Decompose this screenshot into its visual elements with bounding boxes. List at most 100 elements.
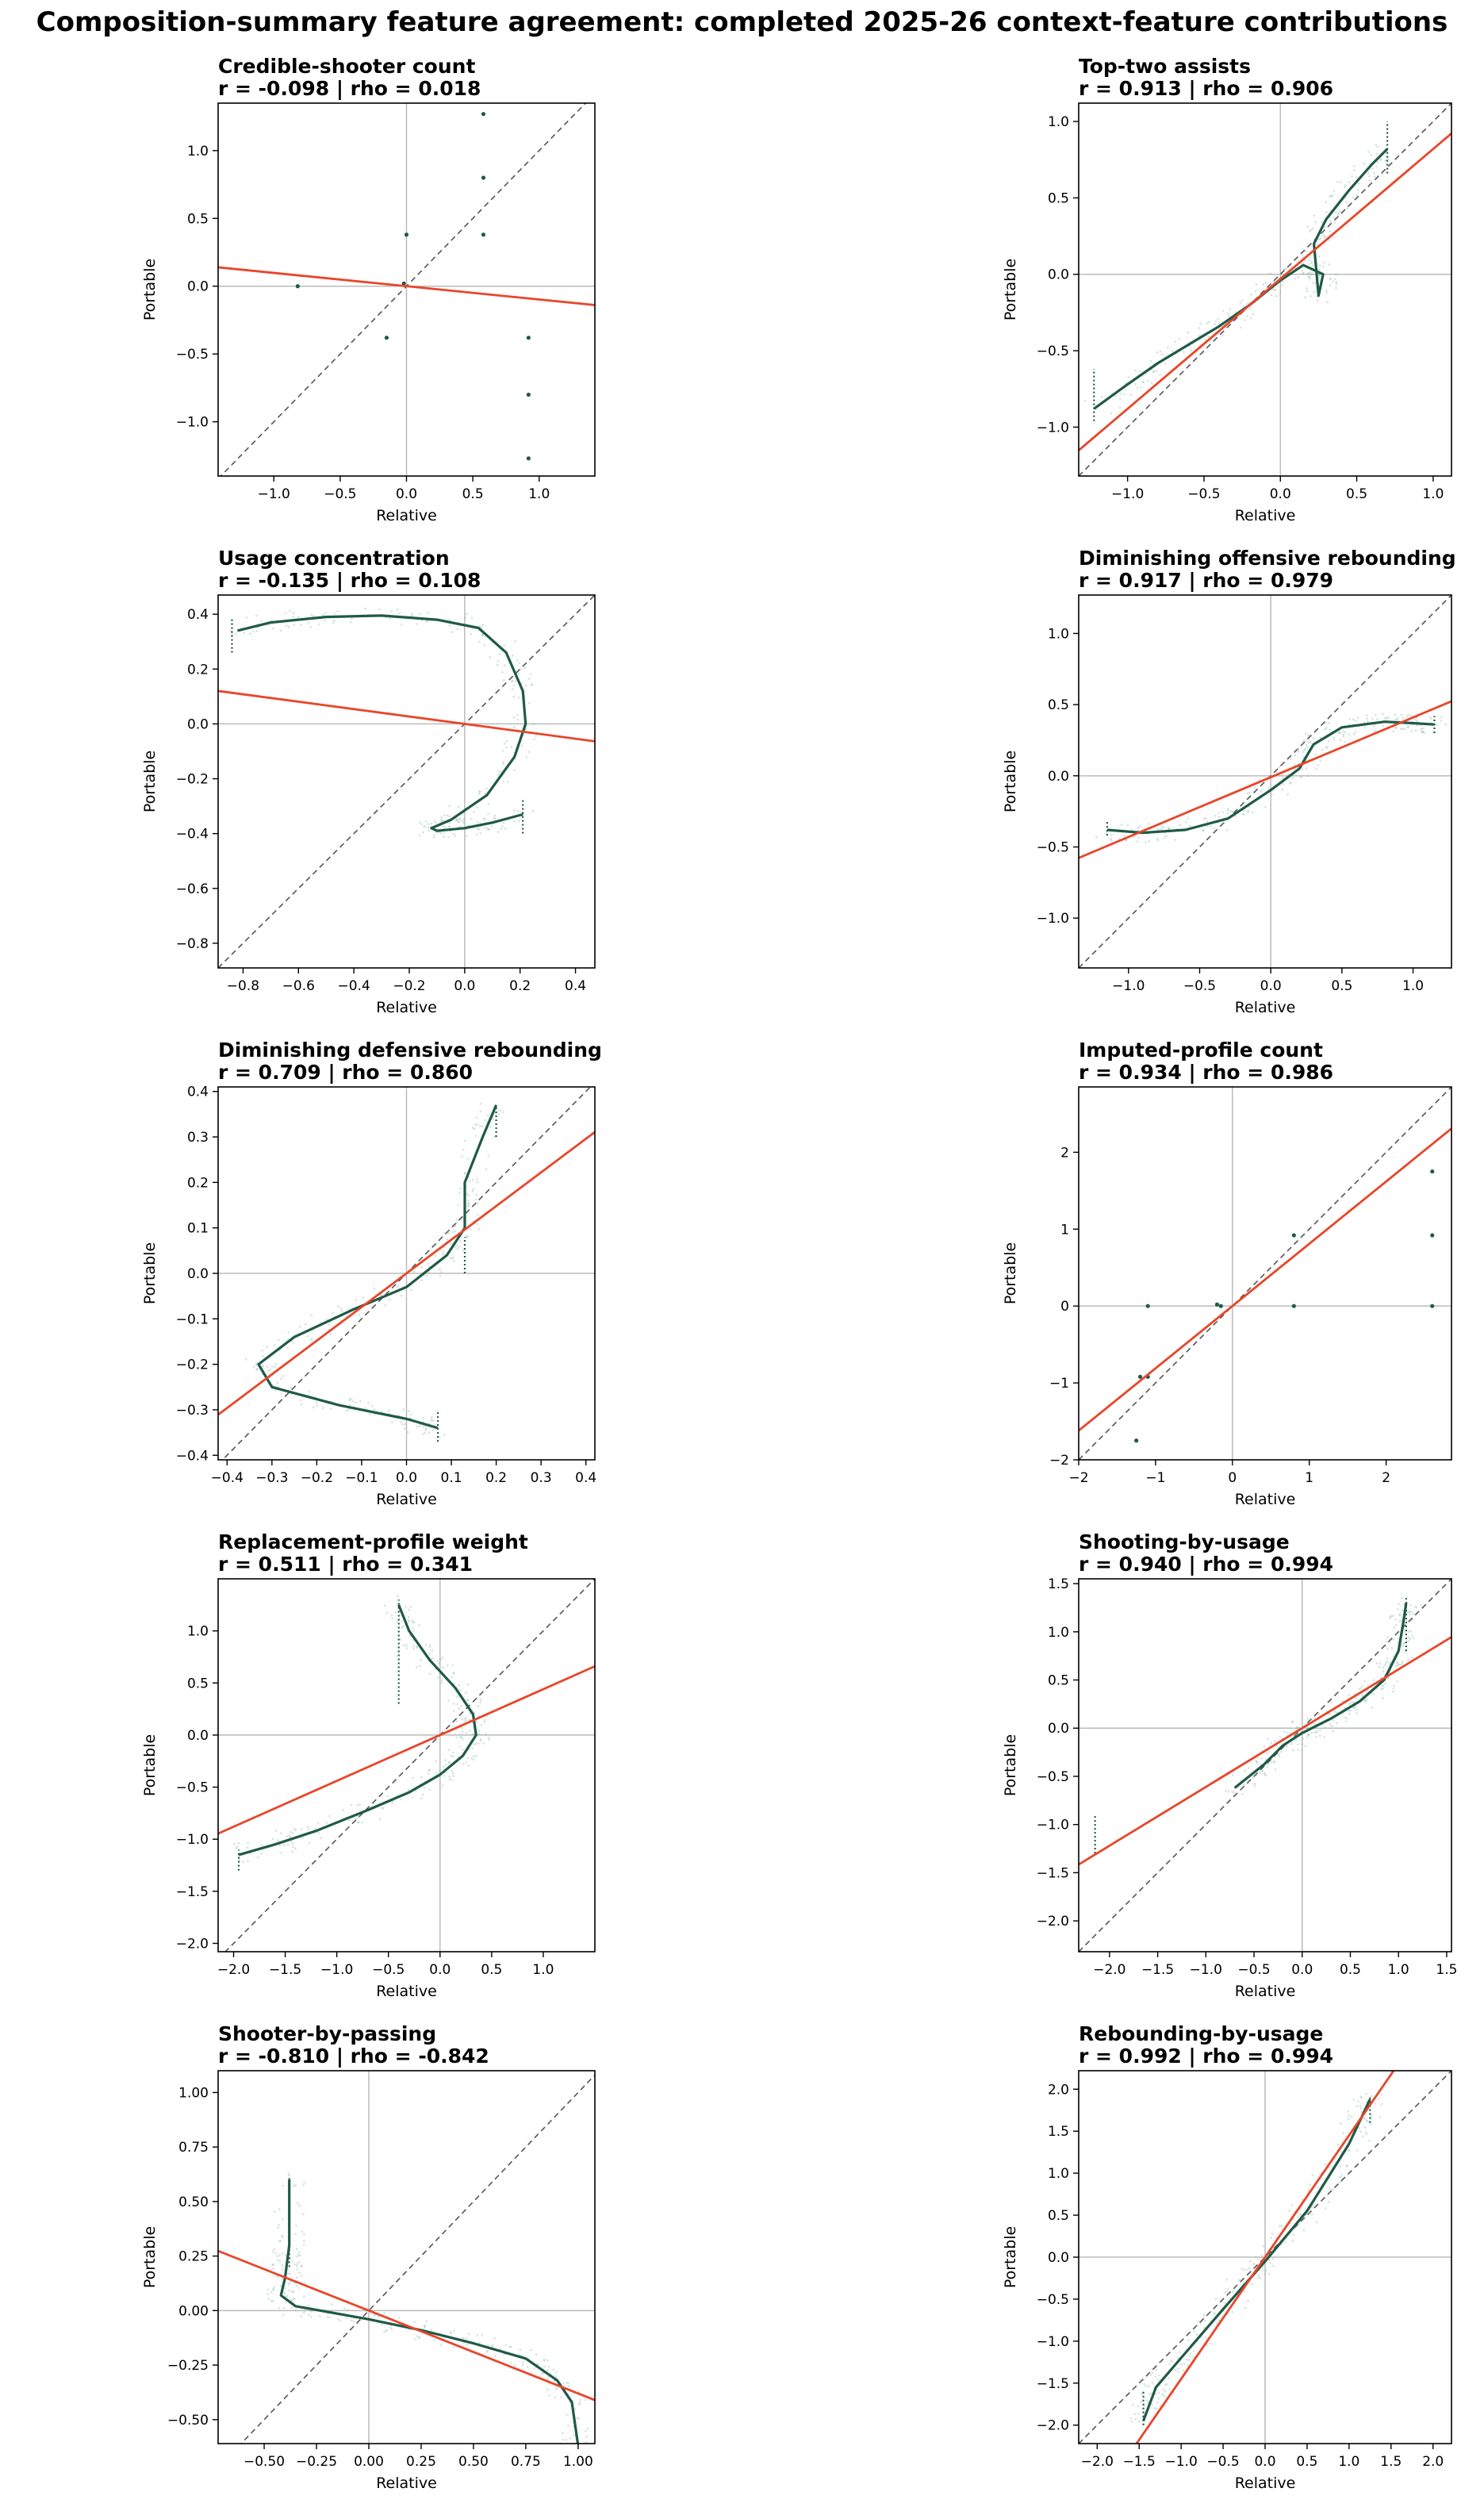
scatter-point [456,1703,459,1706]
scatter-point [1189,2352,1192,2355]
scatter-point [1397,1661,1399,1664]
scatter-point [443,1774,446,1777]
scatter-point [290,1840,293,1843]
scatter-point [476,806,479,809]
scatter-point [342,1808,344,1811]
scatter-point [509,2361,512,2364]
scatter-point [1412,1637,1415,1640]
scatter-point [356,1821,359,1824]
scatter-point [277,2226,280,2229]
scatter-point [1322,234,1325,236]
x-tick-label: −0.2 [393,978,425,994]
scatter-point [1346,2164,1348,2167]
scatter-point [1306,1717,1310,1720]
scatter-point [1302,739,1306,742]
scatter-point [359,1803,362,1807]
scatter-point [424,1643,428,1646]
scatter-point [1440,716,1443,719]
scatter-point [1174,340,1177,344]
scatter-point [1306,225,1310,228]
scatter-point [1177,2367,1179,2371]
scatter-point [477,827,479,831]
scatter-point [1310,259,1313,263]
scatter-point [481,626,483,629]
scatter-point [1149,359,1152,363]
y-tick-label: 1.0 [187,144,209,159]
scatter-point [1308,230,1311,233]
scatter-point [1333,190,1336,193]
scatter-point [427,826,430,829]
scatter-point [1293,763,1296,766]
scatter-point [1199,2321,1202,2325]
scatter-point [296,2255,299,2258]
y-axis-label: Portable [1002,1734,1019,1796]
scatter-point [1409,1604,1413,1607]
scatter-point [1382,1687,1385,1690]
scatter-point [463,1172,466,1175]
scatter-point [1134,2417,1137,2421]
scatter-point [430,1418,432,1421]
scatter-point [343,2307,346,2310]
y-axis-label: Portable [1002,259,1019,321]
scatter-point [1270,1741,1273,1745]
scatter-point [278,2223,280,2226]
scatter-point [1297,750,1300,753]
scatter-point [1156,351,1159,354]
scatter-point [345,1827,348,1830]
scatter-point [262,1364,264,1367]
scatter-point [1339,2180,1342,2183]
scatter-point [1376,160,1379,163]
scatter-point [382,2330,385,2333]
scatter-point [462,2336,465,2340]
scatter-point [1247,809,1250,812]
scatter-point [236,1845,239,1849]
x-tick-label: −1 [1145,1470,1165,1486]
scatter-point [1156,839,1160,842]
scatter-point [446,814,449,817]
x-tick-label: 1.0 [1338,2454,1359,2470]
scatter-point [361,1821,364,1824]
y-tick-label: 0 [1060,1299,1069,1315]
scatter-point [1164,2383,1167,2386]
scatter-point [425,1274,428,1277]
scatter-point [1185,2358,1188,2361]
scatter-point [1296,748,1299,751]
scatter-point [520,744,523,747]
scatter-point [1247,1767,1250,1769]
scatter-point [443,825,447,828]
scatter-point [1273,1740,1276,1743]
fit-line [1079,132,1451,451]
x-tick-label: 2 [1382,1470,1390,1486]
scatter-point [397,2316,401,2319]
y-tick-label: −0.3 [176,1403,209,1419]
scatter-point [1375,165,1378,168]
scatter-point [1256,1760,1259,1764]
scatter-point [448,1749,451,1751]
scatter-point [1257,2275,1260,2279]
scatter-point [1275,1745,1278,1748]
scatter-point [415,623,418,625]
scatter-point [1392,1638,1395,1641]
scatter-point [469,1180,472,1183]
scatter-point [1217,816,1221,819]
scatter-point [286,1835,289,1838]
scatter-point [466,1192,469,1196]
scatter-point [1337,213,1340,217]
scatter-point [428,1672,431,1675]
y-axis-label: Portable [141,1734,159,1796]
scatter-point [412,1647,415,1650]
scatter-point [1177,2371,1180,2373]
scatter-point [481,634,484,637]
scatter-point [1281,283,1284,286]
scatter-point [512,695,516,698]
scatter-point [1193,2329,1195,2333]
scatter-point [412,1621,415,1623]
scatter-point [578,2403,581,2406]
scatter-point [1302,271,1305,275]
scatter-point [1368,175,1371,178]
scatter-point [1327,721,1330,724]
scatter-point [423,825,425,828]
scatter-point [349,1403,351,1407]
scatter-point [1352,2098,1356,2101]
